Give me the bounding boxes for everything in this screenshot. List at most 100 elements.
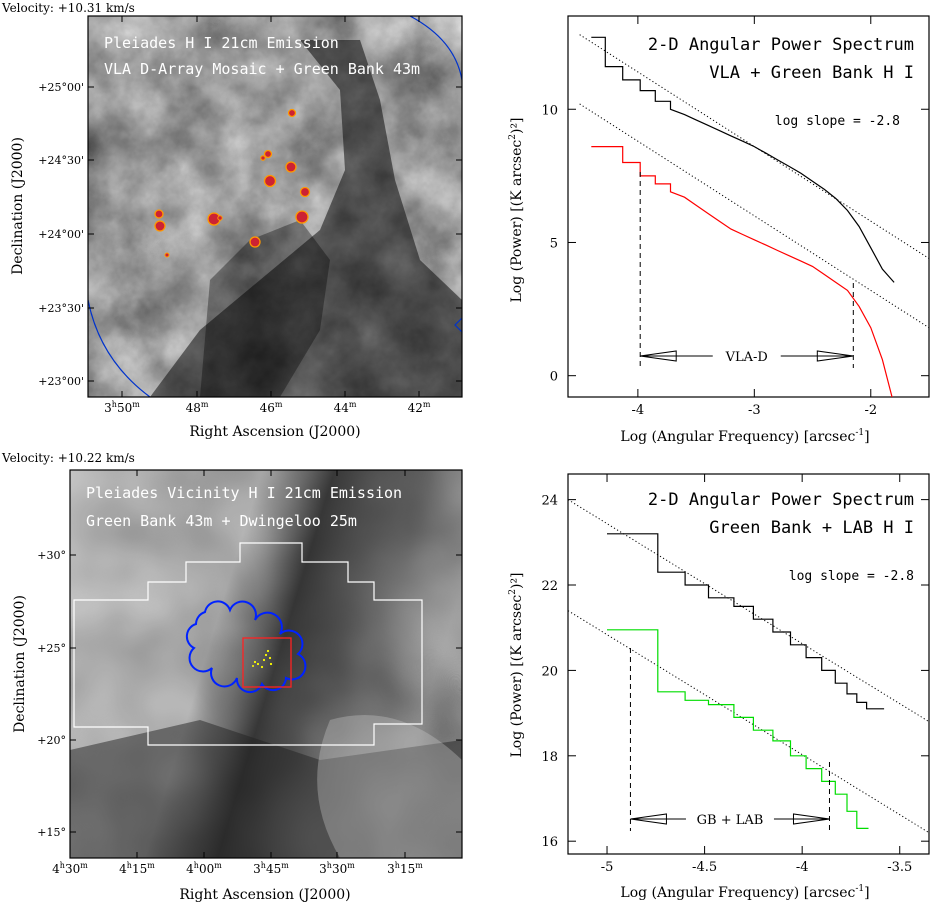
y-tick-label: +20°	[37, 734, 66, 747]
panel3-ylabel: Declination (J2000)	[12, 595, 28, 733]
star-marker	[217, 215, 223, 221]
y-tick-label: 16	[541, 835, 558, 850]
range-arrowhead-right	[792, 813, 830, 825]
x-tick-label: 4h15m	[119, 861, 155, 876]
panel4-xlabel: Log (Angular Frequency) [arcsec-1]	[620, 884, 869, 901]
panel4-title-line1: 2-D Angular Power Spectrum	[648, 490, 914, 510]
x-tick-label: 3h45m	[253, 861, 289, 876]
panel1-mosaic-boundary-left	[88, 299, 151, 397]
x-tick-label: -4	[796, 860, 809, 875]
y-tick-label: +24°30'	[38, 154, 84, 167]
star-dot	[269, 662, 273, 666]
star-dot	[268, 656, 272, 660]
panel4-series	[607, 533, 885, 830]
series-lower	[607, 629, 869, 830]
y-tick-label: 20	[541, 664, 558, 679]
series-upper	[591, 36, 895, 283]
panel2-ylabel: Log (Power) [(K arcsec2)²]	[508, 117, 525, 302]
panel4-ticks: -5 -4.5 -4 -3.5 16 18 20 22 24	[541, 474, 929, 875]
panel1-xlabel: Right Ascension (J2000)	[189, 424, 360, 440]
y-tick-label: +30°	[37, 549, 66, 562]
star-dot	[260, 665, 264, 669]
panel-vla-spectrum: VLA-D -4 -3 -2 0 5 10 2-D Angular Power Spect…	[508, 15, 930, 445]
panel1-star-markers	[154, 108, 311, 258]
x-tick-label: -3	[748, 403, 761, 418]
panel3-title-line2: Green Bank 43m + Dwingeloo 25m	[86, 512, 357, 530]
panel1-mosaic-boundary-right	[454, 317, 462, 333]
panel4-range-marker: GB + LAB	[629, 648, 830, 831]
star-marker	[154, 220, 166, 232]
panel2-series	[591, 36, 895, 397]
panel4-frame	[567, 473, 930, 855]
fit-line	[579, 103, 929, 329]
panel3-y-ticks: +30° +25° +20° +15°	[37, 549, 462, 839]
x-tick-label: 48m	[186, 400, 209, 415]
x-tick-label: 3h15m	[387, 861, 423, 876]
star-marker	[260, 155, 266, 161]
panel3-star-markers	[252, 649, 273, 669]
y-tick-label: 0	[550, 370, 558, 385]
star-dot	[252, 665, 254, 667]
panel1-ylabel: Declination (J2000)	[10, 137, 26, 275]
panel2-range-marker: VLA-D	[639, 172, 854, 368]
y-tick-label: 24	[541, 494, 558, 509]
panel3-x-ticks: 4h30m 4h15m 4h00m 3h45m 3h30m 3h15m	[52, 470, 423, 876]
panel4-ylabel: Log (Power) [(K arcsec2)²]	[508, 572, 525, 757]
range-label: VLA-D	[725, 350, 768, 365]
x-tick-label: 44m	[334, 400, 357, 415]
star-marker	[249, 236, 261, 248]
panel-vla-image: Velocity: +10.31 km/s	[1, 1, 463, 440]
x-tick-label: -4.5	[692, 860, 717, 875]
star-marker	[263, 174, 277, 188]
panel2-xlabel: Log (Angular Frequency) [arcsec-1]	[620, 428, 869, 445]
star-marker	[295, 210, 309, 224]
y-tick-label: 22	[541, 579, 558, 594]
panel4-fit-lines	[568, 499, 929, 834]
panel1-title-line1: Pleiades H I 21cm Emission	[104, 34, 339, 52]
panel-vicinity-image: Velocity: +10.22 km/s Pleiades	[1, 451, 463, 903]
panel3-velocity-header: Velocity: +10.22 km/s	[1, 451, 135, 465]
y-tick-label: +25°00'	[38, 81, 84, 94]
panel1-x-ticks: 3h50m 48m 46m 44m 42m	[104, 16, 431, 415]
star-marker	[154, 209, 164, 219]
x-tick-label: 4h00m	[186, 861, 222, 876]
range-arrowhead-left	[640, 350, 677, 362]
range-arrowhead-right	[816, 350, 854, 362]
y-tick-label: +25°	[37, 642, 66, 655]
panel3-dark-bottom	[70, 720, 462, 858]
panel3-bright-patch	[317, 715, 462, 858]
panel1-frame	[87, 15, 463, 398]
star-marker	[263, 149, 273, 159]
panel3-frame	[69, 469, 463, 859]
series-lower	[591, 146, 893, 397]
y-tick-label: +23°00'	[38, 375, 84, 388]
range-label: GB + LAB	[697, 813, 764, 828]
x-tick-label: 42m	[408, 400, 431, 415]
panel2-slope-label: log slope = -2.8	[775, 114, 900, 129]
panel2-fit-lines	[579, 34, 929, 329]
y-tick-label: +15°	[37, 826, 66, 839]
panel4-slope-label: log slope = -2.8	[789, 569, 914, 584]
y-tick-label: +23°30'	[38, 302, 84, 315]
star-dot	[264, 653, 268, 657]
y-tick-label: 5	[550, 236, 558, 251]
fit-line	[568, 610, 929, 834]
panel1-title-line2: VLA D-Array Mosaic + Green Bank 43m	[104, 60, 420, 78]
x-tick-label: -5	[601, 860, 614, 875]
fit-line	[579, 34, 929, 259]
y-tick-label: +24°00'	[38, 228, 84, 241]
panel3-vla-mosaic-outline	[185, 600, 307, 694]
star-dot	[253, 660, 257, 664]
y-tick-label: 10	[541, 103, 558, 118]
range-arrowhead-left	[630, 813, 667, 825]
panel3-vla-field-box	[242, 637, 292, 688]
panel4-title-line2: Green Bank + LAB H I	[709, 518, 914, 538]
panel1-dark-filament	[150, 40, 462, 397]
star-marker	[287, 108, 297, 118]
star-marker	[299, 186, 311, 198]
panel2-title-line1: 2-D Angular Power Spectrum	[648, 35, 914, 55]
star-marker	[285, 161, 297, 173]
panel2-ticks: -4 -3 -2 0 5 10	[541, 16, 929, 418]
star-marker	[164, 252, 170, 258]
